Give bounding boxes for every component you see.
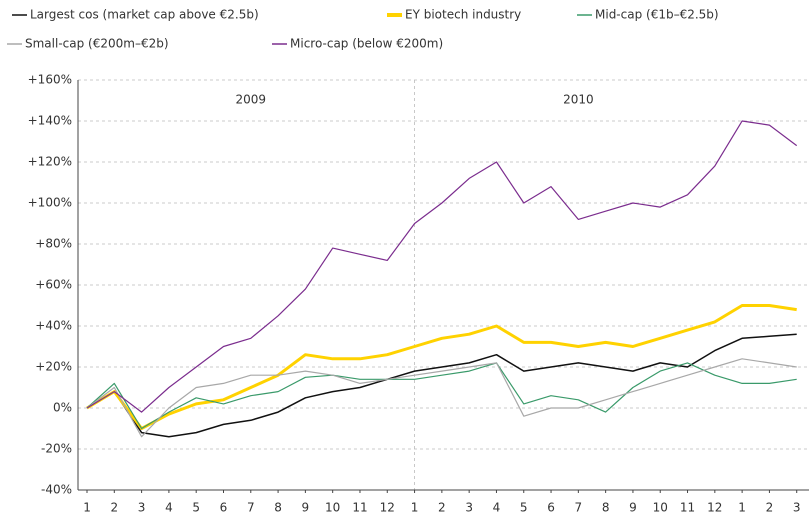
x-tick-label: 11 (680, 501, 695, 515)
x-tick-label: 9 (629, 501, 637, 515)
y-tick-label: 0% (53, 401, 72, 415)
series-line (86, 304, 797, 430)
x-tick-label: 6 (220, 501, 228, 515)
x-tick-label: 12 (380, 501, 395, 515)
series-line (86, 120, 798, 413)
x-tick-label: 11 (352, 501, 367, 515)
x-tick-label: 2 (438, 501, 446, 515)
y-tick-label: +140% (28, 114, 72, 128)
series-line (86, 358, 797, 438)
x-tick-label: 10 (325, 501, 340, 515)
x-tick-label: 12 (707, 501, 722, 515)
x-tick-label: 8 (602, 501, 610, 515)
x-tick-label: 6 (547, 501, 555, 515)
x-tick-label: 2 (766, 501, 774, 515)
x-tick-label: 8 (274, 501, 282, 515)
x-tick-label: 7 (575, 501, 583, 515)
x-tick-label: 4 (165, 501, 173, 515)
y-tick-label: +40% (35, 319, 72, 333)
x-tick-label: 4 (493, 501, 501, 515)
y-tick-label: -20% (41, 442, 72, 456)
year-label: 2009 (236, 93, 267, 107)
x-tick-label: 5 (520, 501, 528, 515)
y-tick-label: +100% (28, 196, 72, 210)
plot-area (86, 120, 798, 438)
grid (78, 79, 809, 490)
legend-label: Largest cos (market cap above €2.5b) (30, 8, 259, 22)
legend-label: Mid-cap (€1b–€2.5b) (595, 8, 719, 22)
legend-label: EY biotech industry (405, 8, 521, 22)
x-tick-label: 10 (653, 501, 668, 515)
y-tick-label: +160% (28, 73, 72, 87)
x-tick-label: 1 (83, 501, 91, 515)
y-tick-label: +60% (35, 278, 72, 292)
legend-label: Small-cap (€200m–€2b) (25, 37, 169, 51)
series-line (86, 333, 797, 438)
year-label: 2010 (563, 93, 594, 107)
x-tick-label: 3 (793, 501, 801, 515)
x-tick-label: 3 (138, 501, 146, 515)
y-tick-label: +20% (35, 360, 72, 374)
x-tick-label: 1 (411, 501, 419, 515)
series-line (86, 362, 797, 430)
x-tick-label: 1 (738, 501, 746, 515)
y-tick-label: +120% (28, 155, 72, 169)
y-tick-label: +80% (35, 237, 72, 251)
x-tick-label: 9 (302, 501, 310, 515)
x-tick-label: 7 (247, 501, 255, 515)
y-tick-label: -40% (41, 483, 72, 497)
x-tick-label: 2 (110, 501, 118, 515)
legend: Largest cos (market cap above €2.5b) EY b… (7, 8, 719, 51)
x-tick-label: 5 (192, 501, 200, 515)
legend-label: Micro-cap (below €200m) (290, 37, 443, 51)
x-tick-label: 3 (465, 501, 473, 515)
